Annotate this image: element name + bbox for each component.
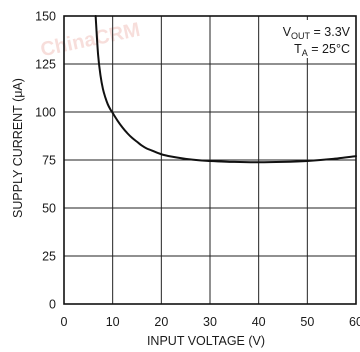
x-tick-label: 30	[203, 315, 217, 329]
annotation-background	[268, 20, 354, 58]
annotation-line: TA = 25°C	[294, 42, 350, 58]
svg-text:ChinaCRM: ChinaCRM	[39, 19, 142, 62]
y-tick-labels: 0 25 50 75 100 125 150	[35, 10, 56, 312]
y-tick-label: 75	[42, 154, 56, 168]
annotation-line: VOUT = 3.3V	[283, 25, 351, 41]
y-tick-label: 50	[42, 202, 56, 216]
y-tick-label: 100	[35, 106, 56, 120]
x-tick-label: 60	[349, 315, 360, 329]
supply-current-line	[94, 15, 357, 164]
y-tick-label: 25	[42, 250, 56, 264]
plot-frame	[63, 15, 357, 305]
y-axis-label: SUPPLY CURRENT (μA)	[11, 78, 25, 218]
series-group	[94, 15, 357, 164]
x-axis-label: INPUT VOLTAGE (V)	[147, 334, 265, 348]
watermark: ChinaCRM	[39, 19, 142, 62]
x-tick-label: 0	[61, 315, 68, 329]
y-tick-label: 125	[35, 58, 56, 72]
x-tick-label: 20	[154, 315, 168, 329]
y-tick-label: 150	[35, 10, 56, 24]
x-tick-label: 50	[300, 315, 314, 329]
x-tick-label: 40	[252, 315, 266, 329]
x-tick-label: 10	[106, 315, 120, 329]
y-tick-label: 0	[49, 298, 56, 312]
x-tick-labels: 0 10 20 30 40 50 60	[61, 315, 360, 329]
